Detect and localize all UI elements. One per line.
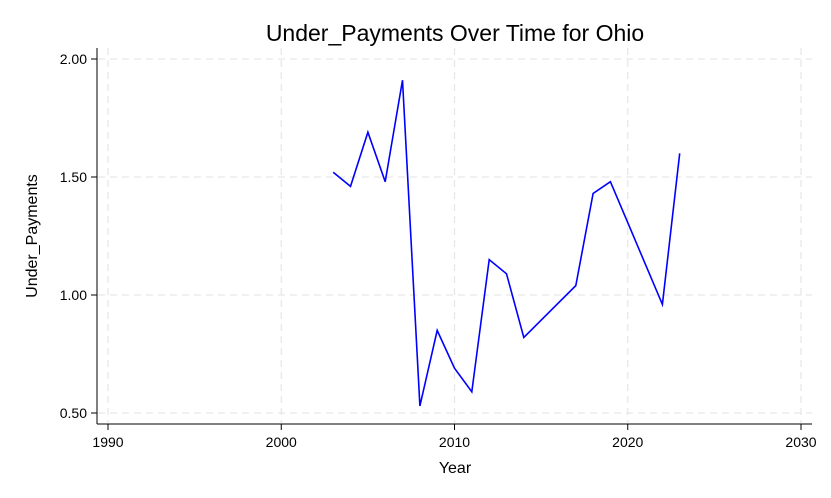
x-tick-label: 2000: [266, 434, 297, 450]
y-tick-label: 1.50: [60, 169, 87, 185]
series-line: [332, 80, 681, 407]
x-axis-label: Year: [439, 460, 472, 477]
chart-title: Under_Payments Over Time for Ohio: [266, 20, 644, 46]
y-tick-label: 0.50: [60, 405, 87, 421]
grid-lines: [98, 48, 812, 423]
x-tick-label: 1990: [92, 434, 123, 450]
y-axis-ticks: 0.50 1.00 1.50 2.00: [60, 51, 97, 421]
x-tick-label: 2020: [612, 434, 643, 450]
x-tick-label: 2030: [785, 434, 816, 450]
x-axis-ticks: 1990 2000 2010 2020 2030: [92, 424, 817, 450]
x-tick-label: 2010: [439, 434, 470, 450]
y-tick-label: 1.00: [60, 287, 87, 303]
y-axis-label: Under_Payments: [24, 174, 41, 298]
y-tick-label: 2.00: [60, 51, 87, 67]
series-layer: [332, 80, 681, 407]
